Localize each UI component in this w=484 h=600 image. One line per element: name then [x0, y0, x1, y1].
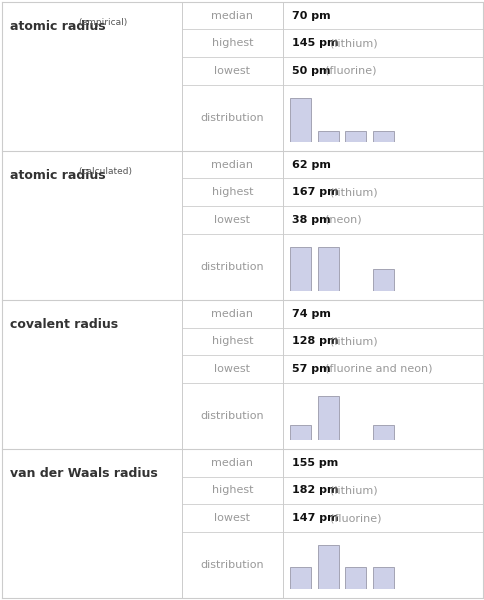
Text: (neon): (neon): [324, 215, 361, 225]
Text: median: median: [212, 11, 253, 20]
Text: 145 pm: 145 pm: [292, 38, 338, 48]
Bar: [373, 567, 393, 589]
Text: 182 pm: 182 pm: [292, 485, 338, 496]
Text: 38 pm: 38 pm: [292, 215, 331, 225]
Text: (lithium): (lithium): [330, 337, 377, 346]
Bar: [373, 425, 393, 440]
Text: highest: highest: [212, 187, 253, 197]
Text: lowest: lowest: [214, 66, 250, 76]
Text: (calculated): (calculated): [78, 167, 132, 176]
Text: covalent radius: covalent radius: [10, 318, 118, 331]
Bar: [346, 131, 366, 142]
Text: 57 pm: 57 pm: [292, 364, 331, 374]
Bar: [346, 567, 366, 589]
Bar: [290, 567, 311, 589]
Text: 74 pm: 74 pm: [292, 309, 331, 319]
Text: (fluorine): (fluorine): [324, 66, 376, 76]
Text: lowest: lowest: [214, 513, 250, 523]
Text: highest: highest: [212, 38, 253, 48]
Bar: [373, 131, 393, 142]
Text: atomic radius: atomic radius: [10, 20, 110, 32]
Bar: [290, 247, 311, 291]
Text: median: median: [212, 160, 253, 170]
Text: 62 pm: 62 pm: [292, 160, 331, 170]
Bar: [318, 545, 338, 589]
Text: lowest: lowest: [214, 364, 250, 374]
Bar: [318, 247, 338, 291]
Text: atomic radius: atomic radius: [10, 169, 110, 182]
Text: (lithium): (lithium): [330, 38, 377, 48]
Text: (fluorine): (fluorine): [330, 513, 381, 523]
Bar: [318, 396, 338, 440]
Text: van der Waals radius: van der Waals radius: [10, 467, 157, 480]
Text: highest: highest: [212, 485, 253, 496]
Text: median: median: [212, 309, 253, 319]
Bar: [373, 269, 393, 291]
Text: 147 pm: 147 pm: [292, 513, 338, 523]
Text: distribution: distribution: [200, 113, 264, 123]
Bar: [318, 131, 338, 142]
Text: (lithium): (lithium): [330, 485, 377, 496]
Text: lowest: lowest: [214, 215, 250, 225]
Text: (empirical): (empirical): [78, 18, 127, 27]
Text: distribution: distribution: [200, 560, 264, 570]
Text: median: median: [212, 458, 253, 468]
Text: 155 pm: 155 pm: [292, 458, 338, 468]
Text: highest: highest: [212, 337, 253, 346]
Text: 70 pm: 70 pm: [292, 11, 331, 20]
Text: 167 pm: 167 pm: [292, 187, 338, 197]
Text: (fluorine and neon): (fluorine and neon): [324, 364, 432, 374]
Text: 50 pm: 50 pm: [292, 66, 331, 76]
Bar: [290, 98, 311, 142]
Text: (lithium): (lithium): [330, 187, 377, 197]
Text: 128 pm: 128 pm: [292, 337, 338, 346]
Bar: [290, 425, 311, 440]
Text: distribution: distribution: [200, 411, 264, 421]
Text: distribution: distribution: [200, 262, 264, 272]
